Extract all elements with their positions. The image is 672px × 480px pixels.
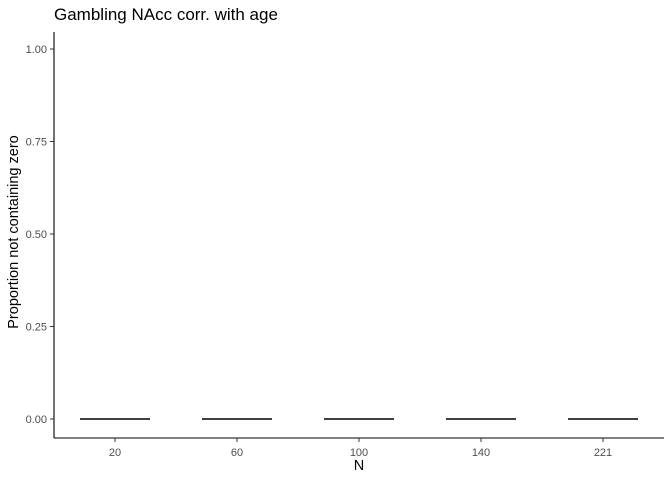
y-axis-ticks: 0.00 0.25 0.50 0.75 1.00 <box>26 44 54 426</box>
x-axis-title: N <box>354 458 364 474</box>
x-tick-label: 100 <box>350 447 368 459</box>
x-tick-label: 140 <box>472 447 490 459</box>
x-tick-label: 20 <box>109 447 121 459</box>
y-tick-label: 0.50 <box>26 229 47 241</box>
y-axis-title: Proportion not containing zero <box>6 135 22 328</box>
y-tick-label: 0.75 <box>26 137 47 149</box>
y-tick-label: 1.00 <box>26 44 47 56</box>
x-axis-ticks: 20 60 100 140 221 <box>109 438 612 459</box>
y-tick-label: 0.25 <box>26 322 47 334</box>
x-tick-label: 221 <box>594 447 612 459</box>
y-tick-label: 0.00 <box>26 414 47 426</box>
chart-title: Gambling NAcc corr. with age <box>54 5 278 24</box>
x-tick-label: 60 <box>231 447 243 459</box>
